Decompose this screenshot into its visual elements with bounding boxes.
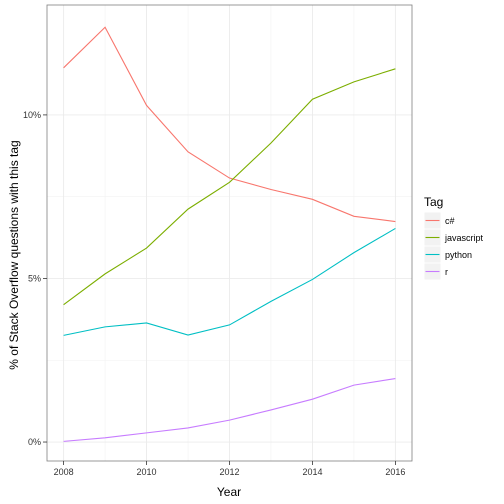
x-tick-label: 2012 — [219, 467, 239, 477]
x-axis-title: Year — [217, 485, 241, 499]
x-tick-label: 2010 — [137, 467, 157, 477]
series-line-python — [63, 227, 396, 336]
series-line-r — [63, 378, 396, 442]
y-tick-label: 10% — [23, 110, 41, 120]
axes: 2008 2010 2012 2014 2016 0% 5% 10% — [23, 110, 405, 477]
legend: Tag c# javascript python r — [423, 195, 484, 281]
legend-label: c# — [445, 216, 455, 226]
x-tick-label: 2008 — [54, 467, 74, 477]
x-tick-label: 2014 — [302, 467, 322, 477]
y-axis-title: % of Stack Overflow questions with this … — [7, 140, 21, 369]
legend-label: javascript — [444, 233, 484, 243]
series-line-javascript — [63, 68, 396, 306]
legend-label: r — [445, 267, 448, 277]
series-line-c# — [63, 26, 396, 223]
y-tick-label: 5% — [28, 273, 41, 283]
legend-title: Tag — [424, 195, 443, 209]
legend-label: python — [445, 250, 472, 260]
x-tick-label: 2016 — [385, 467, 405, 477]
y-tick-label: 0% — [28, 437, 41, 447]
plot-area — [46, 4, 413, 462]
